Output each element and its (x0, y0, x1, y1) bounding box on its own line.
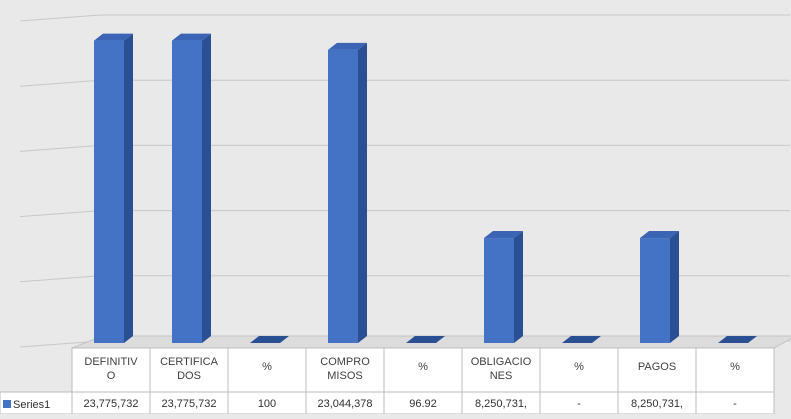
bar-top-5 (484, 231, 523, 239)
bar-top-0 (94, 33, 133, 41)
bar-5[interactable] (484, 238, 514, 343)
data-label: 96.92 (409, 398, 437, 410)
bar-side-7 (670, 231, 679, 343)
bar-7[interactable] (640, 238, 670, 343)
category-label: CERTIFICA (160, 356, 219, 368)
bar-top-7 (640, 231, 679, 239)
category-label: PAGOS (638, 361, 676, 373)
bar-3[interactable] (328, 49, 358, 343)
data-label: 23,775,732 (83, 398, 138, 410)
bar-1[interactable] (172, 40, 202, 343)
category-label: DOS (177, 370, 201, 382)
data-label: - (733, 398, 737, 410)
wall-gridline (19, 14, 101, 22)
wall-gridline (19, 144, 101, 152)
bar-side-0 (124, 33, 133, 343)
bar-6[interactable] (562, 336, 601, 343)
category-label: NES (490, 370, 513, 382)
legend-series-name: Series1 (13, 399, 50, 411)
data-label: 8,250,731, (475, 398, 527, 410)
data-label: 100 (258, 398, 276, 410)
data-table (71, 347, 775, 415)
data-label: 23,775,732 (161, 398, 216, 410)
category-label: % (262, 361, 272, 373)
category-label: MISOS (327, 370, 362, 382)
bar-0[interactable] (94, 40, 124, 343)
data-label: 8,250,731, (631, 398, 683, 410)
bar-top-3 (328, 42, 367, 50)
category-label: % (418, 361, 428, 373)
bar-side-1 (202, 33, 211, 343)
wall-gridline (19, 275, 101, 283)
bar-side-3 (358, 42, 367, 343)
data-label: - (577, 398, 581, 410)
category-label: DEFINITIV (84, 356, 138, 368)
bar-2[interactable] (250, 336, 289, 343)
category-label: COMPRO (320, 356, 370, 368)
legend-swatch (3, 400, 11, 408)
bar-4[interactable] (406, 336, 445, 343)
category-label: % (730, 361, 740, 373)
wall-gridline (19, 210, 101, 218)
wall-gridline (19, 79, 101, 87)
data-label: 23,044,378 (317, 398, 372, 410)
bar-top-1 (172, 33, 211, 41)
bar-8[interactable] (718, 336, 757, 343)
category-label: OBLIGACIO (471, 356, 532, 368)
bar-side-5 (514, 231, 523, 343)
category-label: % (574, 361, 584, 373)
category-label: O (107, 370, 116, 382)
